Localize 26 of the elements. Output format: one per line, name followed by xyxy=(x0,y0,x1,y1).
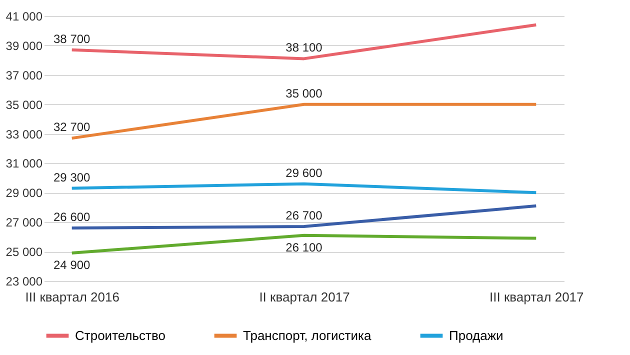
x-tick-label: II квартал 2017 xyxy=(259,290,350,304)
y-tick-label: 27 000 xyxy=(6,216,43,230)
data-label: 26 100 xyxy=(286,240,323,254)
data-label: 38 100 xyxy=(286,40,323,55)
data-label: 24 900 xyxy=(54,258,91,272)
y-tick-label: 23 000 xyxy=(6,274,43,288)
legend-label: Продажи xyxy=(449,328,504,343)
y-tick-label: 29 000 xyxy=(6,186,43,200)
data-label: 29 600 xyxy=(286,166,323,180)
data-label: 26 600 xyxy=(54,210,91,224)
legend-label: Транспорт, логистика xyxy=(243,328,372,343)
data-label: 38 700 xyxy=(54,32,91,46)
x-tick-label: III квартал 2016 xyxy=(25,290,120,304)
y-tick-label: 39 000 xyxy=(6,38,43,53)
y-tick-label: 37 000 xyxy=(6,68,43,82)
data-label: 26 700 xyxy=(286,208,323,223)
data-label: 32 700 xyxy=(54,120,91,134)
legend-label: Строительство xyxy=(75,328,166,343)
data-label: 29 300 xyxy=(54,170,91,184)
y-tick-label: 33 000 xyxy=(6,127,43,142)
y-tick-label: 25 000 xyxy=(6,245,43,260)
data-label: 35 000 xyxy=(286,86,323,100)
y-tick-label: 31 000 xyxy=(6,156,43,171)
y-tick-label: 35 000 xyxy=(6,98,43,112)
y-tick-label: 41 000 xyxy=(6,10,43,24)
x-tick-label: III квартал 2017 xyxy=(490,290,584,304)
